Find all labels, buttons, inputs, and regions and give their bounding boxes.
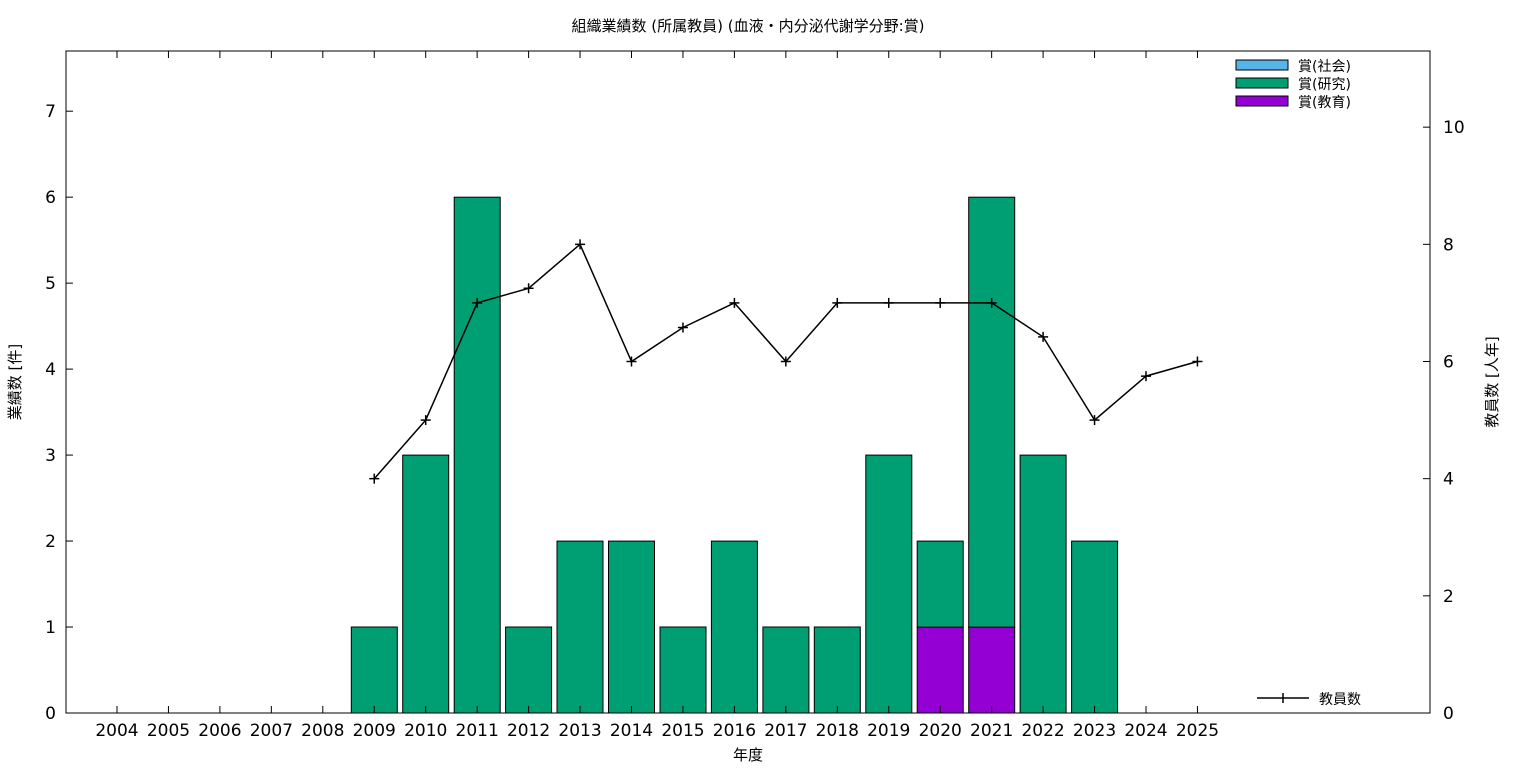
- line-point-2025: [1192, 356, 1203, 367]
- bar-2014-series-1: [608, 540, 655, 714]
- y-axis-right: 0 2 4 6 8 10: [1423, 118, 1465, 724]
- y2-tick-label-10: 10: [1443, 118, 1465, 138]
- y-tick-label-5: 5: [45, 274, 56, 294]
- legend-label-2: 賞(教育): [1298, 95, 1351, 111]
- bar-2015-series-1: [659, 626, 707, 714]
- x-tick-label-2007: 2007: [250, 721, 293, 741]
- bar-2021-series-1: [968, 196, 1016, 628]
- line-point-2018: [832, 297, 843, 308]
- bar-2012-series-1: [505, 626, 553, 714]
- y-tick-label-0: 0: [45, 704, 56, 724]
- x-tick-label-2015: 2015: [661, 721, 704, 741]
- line-point-2009: [369, 473, 380, 484]
- y-tick-label-7: 7: [45, 102, 56, 122]
- y-tick-label-4: 4: [45, 360, 56, 380]
- line-legend: 教員数: [1257, 692, 1361, 708]
- x-axis-label: 年度: [733, 746, 763, 764]
- y2-axis-label: 教員数 [人年]: [1483, 336, 1501, 427]
- y-axis-label: 業績数 [件]: [6, 344, 24, 420]
- line-point-2019: [883, 297, 894, 308]
- x-tick-label-2018: 2018: [816, 721, 859, 741]
- x-tick-label-2008: 2008: [301, 721, 344, 741]
- line-point-2013: [575, 239, 586, 250]
- line-point-2010: [420, 415, 431, 426]
- x-tick-label-2024: 2024: [1124, 721, 1167, 741]
- x-tick-label-2010: 2010: [404, 721, 447, 741]
- legend: 賞(社会) 賞(研究) 賞(教育): [1235, 59, 1351, 111]
- legend-label-0: 賞(社会): [1298, 59, 1351, 75]
- y2-tick-label-8: 8: [1443, 235, 1454, 255]
- y-tick-label-6: 6: [45, 188, 56, 208]
- x-tick-label-2021: 2021: [970, 721, 1013, 741]
- bar-2019-series-1: [865, 454, 913, 714]
- bar-2010-series-1: [402, 454, 450, 714]
- x-tick-label-2005: 2005: [147, 721, 190, 741]
- bar-2021-series-0: [968, 626, 1016, 714]
- y2-tick-label-0: 0: [1443, 704, 1454, 724]
- bar-2013-series-1: [556, 540, 604, 714]
- x-tick-label-2014: 2014: [610, 721, 653, 741]
- x-tick-label-2017: 2017: [764, 721, 807, 741]
- legend-swatch-2: [1235, 95, 1289, 107]
- x-tick-label-2019: 2019: [867, 721, 910, 741]
- line-point-2012: [523, 283, 534, 294]
- line-point-2017: [780, 356, 791, 367]
- x-tick-label-2006: 2006: [198, 721, 241, 741]
- y-axis-left: 0 1 2 3 4 5 6 7: [45, 102, 73, 724]
- line-point-2021: [986, 297, 997, 308]
- x-tick-label-2013: 2013: [558, 721, 601, 741]
- x-axis: 2004 2005 2006 2007 2008 2009 2010 2011 2012 2013…: [95, 51, 1219, 741]
- plot-frame: [65, 50, 1431, 714]
- line-point-2023: [1089, 415, 1100, 426]
- line-point-2020: [935, 297, 946, 308]
- y2-tick-label-4: 4: [1443, 470, 1454, 490]
- line-point-2024: [1141, 371, 1151, 382]
- bar-2009-series-1: [350, 626, 398, 714]
- bar-2020-series-1: [916, 540, 964, 628]
- bar-2018-series-1: [813, 626, 861, 714]
- bar-2016-series-1: [710, 540, 758, 714]
- bar-2011-series-1: [453, 196, 501, 714]
- legend-swatch-1: [1235, 77, 1289, 89]
- bar-2017-series-1: [762, 626, 810, 714]
- bar-2022-series-1: [1019, 454, 1067, 714]
- line-point-2015: [677, 322, 688, 333]
- bars-group: [350, 196, 1119, 714]
- y2-tick-label-2: 2: [1443, 587, 1454, 607]
- legend-label-1: 賞(研究): [1298, 77, 1351, 93]
- x-tick-label-2012: 2012: [507, 721, 550, 741]
- line-point-2014: [626, 356, 637, 367]
- line-legend-label: 教員数: [1319, 692, 1361, 708]
- x-tick-label-2004: 2004: [95, 721, 138, 741]
- y-tick-label-1: 1: [45, 618, 56, 638]
- x-tick-label-2009: 2009: [353, 721, 396, 741]
- line-point-2016: [729, 297, 740, 308]
- legend-swatch-0: [1235, 59, 1289, 71]
- x-tick-label-2022: 2022: [1021, 721, 1064, 741]
- x-tick-label-2020: 2020: [919, 721, 962, 741]
- bar-2020-series-0: [916, 626, 964, 714]
- line-group: [369, 239, 1203, 484]
- x-tick-label-2025: 2025: [1176, 721, 1219, 741]
- x-tick-label-2011: 2011: [456, 721, 499, 741]
- x-tick-label-2016: 2016: [713, 721, 756, 741]
- line-point-2011: [472, 297, 483, 308]
- bar-2023-series-1: [1071, 540, 1119, 714]
- line-point-2022: [1038, 331, 1049, 342]
- y-tick-label-3: 3: [45, 446, 56, 466]
- chart-title: 組織業績数 (所属教員) (血液・内分泌代謝学分野:賞): [571, 17, 924, 35]
- y-tick-label-2: 2: [45, 532, 56, 552]
- y2-tick-label-6: 6: [1443, 352, 1454, 372]
- x-tick-label-2023: 2023: [1073, 721, 1116, 741]
